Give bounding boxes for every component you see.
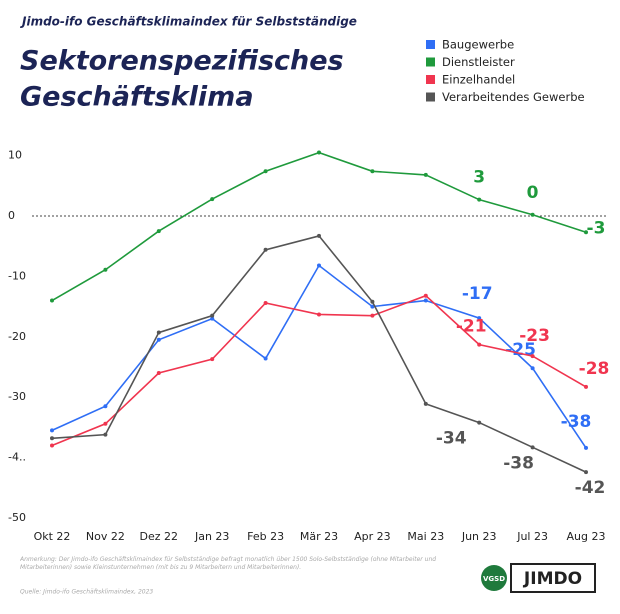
point: [50, 436, 54, 441]
point: [103, 432, 108, 437]
point: [477, 316, 482, 321]
point: [477, 197, 482, 202]
value-label: -23: [519, 326, 550, 346]
point: [584, 384, 588, 389]
point: [210, 313, 215, 318]
source: Quelle: Jimdo-ifo Geschäftsklimaindex, 2…: [20, 589, 153, 596]
value-label: -34: [436, 429, 467, 449]
legend-swatch: [426, 40, 435, 49]
point: [530, 354, 535, 359]
legend-label: Einzelhandel: [442, 73, 515, 87]
point: [156, 337, 161, 342]
point: [370, 304, 375, 309]
point: [263, 247, 268, 252]
point: [317, 150, 321, 155]
x-tick-label: Jul 23: [516, 530, 548, 543]
jimdo-logo: [510, 563, 596, 593]
y-tick-label: -10: [8, 269, 26, 282]
value-label: -17: [462, 284, 493, 304]
point: [423, 401, 428, 406]
series-line: [51, 151, 587, 302]
value-label: -3: [587, 218, 606, 238]
legend-label: Verarbeitendes Gewerbe: [442, 90, 585, 104]
legend-swatch: [426, 92, 435, 102]
point: [317, 312, 321, 317]
footnote-box: Anmerkung: Der Jimdo-ifo Geschäftsklimai…: [20, 556, 437, 571]
y-tick-label: 0: [8, 209, 15, 222]
point: [477, 342, 482, 347]
point: [263, 300, 268, 305]
point: [530, 445, 535, 450]
point: [477, 420, 482, 425]
value-label: 3: [473, 168, 485, 188]
x-tick-label: Jun 23: [461, 530, 497, 543]
y-tick-label: -4..: [8, 451, 26, 464]
point: [423, 298, 428, 303]
point: [210, 197, 215, 202]
point: [584, 230, 588, 235]
value-label: -38: [561, 412, 592, 432]
legend-swatch: [426, 75, 435, 84]
subtitle: Jimdo-ifo Geschäftsklimaindex für Selbst…: [20, 15, 357, 29]
value-label: -38: [503, 453, 534, 473]
value-label: -28: [579, 359, 610, 379]
vgsd-text: VGSD: [483, 575, 505, 583]
point: [263, 356, 268, 361]
point: [50, 298, 54, 303]
legend-label: Dienstleister: [442, 55, 515, 69]
point: [423, 172, 428, 177]
x-tick-label: Mär 23: [300, 530, 338, 543]
value-label: -21: [456, 317, 487, 337]
value-label: -42: [575, 478, 606, 498]
point: [156, 330, 161, 335]
value-label: 0: [527, 183, 539, 203]
point: [584, 445, 588, 450]
point: [50, 443, 54, 448]
vgsd-logo: [481, 565, 507, 591]
footnote: Anmerkung: Der Jimdo-ifo Geschäftsklimai…: [20, 556, 437, 571]
point: [156, 371, 161, 376]
point: [584, 470, 588, 475]
point: [50, 428, 54, 433]
x-tick-label: Jan 23: [194, 530, 229, 543]
legend-swatch: [426, 57, 435, 67]
x-tick-label: Apr 23: [354, 530, 391, 543]
point: [103, 404, 108, 409]
jimdo-text: JIMDO: [523, 569, 582, 589]
point: [210, 357, 215, 362]
point: [103, 421, 108, 426]
point: [263, 169, 268, 174]
point: [317, 263, 321, 268]
x-tick-label: Dez 22: [140, 530, 179, 543]
point: [370, 313, 375, 318]
point: [530, 366, 535, 371]
point: [370, 169, 375, 174]
legend-label: Baugewerbe: [442, 38, 514, 52]
y-tick-label: 10: [8, 149, 22, 162]
y-tick-label: -30: [8, 390, 26, 403]
x-tick-label: Feb 23: [247, 530, 284, 543]
series-line: [51, 294, 587, 447]
point: [370, 299, 375, 304]
point: [103, 267, 108, 272]
x-tick-label: Nov 22: [86, 530, 125, 543]
y-tick-label: -20: [8, 330, 26, 343]
point: [423, 293, 428, 298]
x-tick-label: Mai 23: [407, 530, 444, 543]
point: [156, 229, 161, 234]
point: [530, 212, 535, 217]
point: [210, 316, 215, 321]
y-tick-label: -50: [8, 511, 26, 524]
title: Sektorenspezifisches: [20, 46, 344, 77]
x-tick-label: Okt 22: [34, 530, 71, 543]
point: [317, 233, 321, 238]
title: Geschäftsklima: [20, 82, 254, 113]
x-tick-label: Aug 23: [567, 530, 606, 543]
